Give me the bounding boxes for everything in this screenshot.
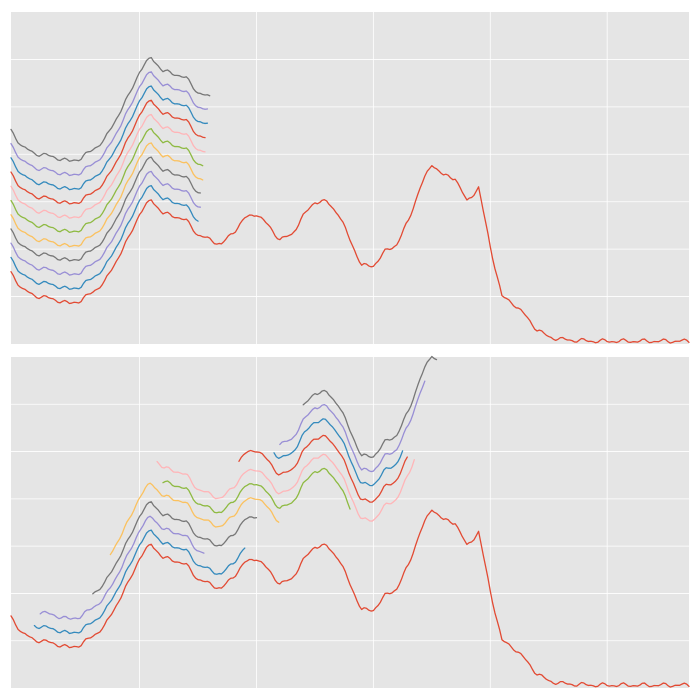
top-series-line-5 <box>10 128 204 234</box>
top-gridlines <box>11 12 689 344</box>
bottom-plot-area <box>11 357 689 688</box>
top-series-line-2 <box>10 170 202 276</box>
top-series-line-7 <box>10 99 206 205</box>
top-base-series-line <box>10 164 690 344</box>
top-series-lines <box>10 56 690 344</box>
top-series-line-4 <box>10 142 204 248</box>
top-panel <box>10 12 690 344</box>
top-series-line-10 <box>10 56 211 162</box>
top-series-line-8 <box>10 85 209 191</box>
bottom-series-line-2 <box>39 515 205 620</box>
bottom-gridlines <box>11 357 689 688</box>
bottom-series-line-4 <box>109 482 280 556</box>
bottom-series-line-3 <box>92 501 258 595</box>
bottom-series-line-6 <box>156 453 415 522</box>
bottom-base-series-line <box>10 509 690 688</box>
top-series-line-9 <box>10 71 209 177</box>
bottom-series-lines <box>10 355 690 688</box>
bottom-series-line-1 <box>33 529 246 635</box>
bottom-series-line-8 <box>273 418 404 487</box>
top-plot-area <box>11 12 689 344</box>
bottom-series-line-10 <box>302 355 438 459</box>
bottom-series-line-7 <box>238 434 408 503</box>
top-series-line-1 <box>10 184 199 290</box>
top-series-line-6 <box>10 113 206 219</box>
top-series-line-3 <box>10 156 202 262</box>
bottom-panel <box>10 355 690 688</box>
bottom-series-line-9 <box>279 380 426 473</box>
bottom-series-line-5 <box>162 467 351 514</box>
